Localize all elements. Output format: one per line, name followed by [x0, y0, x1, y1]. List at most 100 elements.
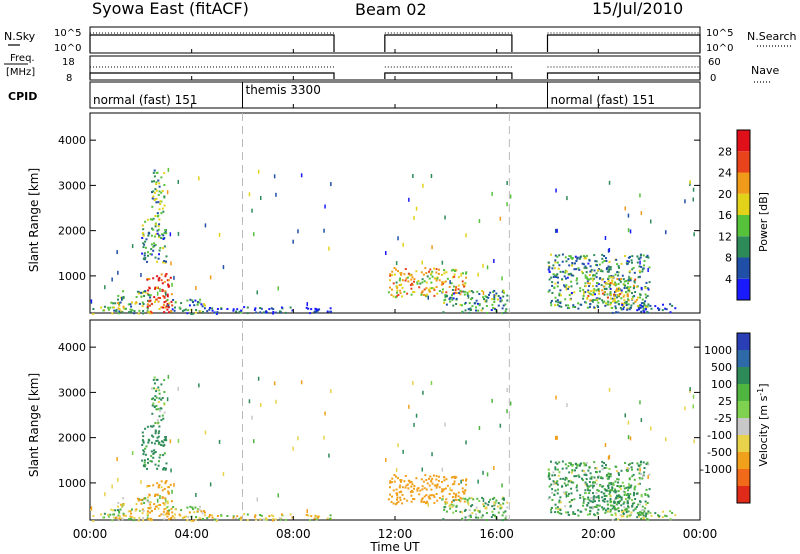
echo-cell [440, 490, 443, 493]
echo-cell [593, 506, 596, 508]
echo-cell [424, 474, 427, 477]
echo-cell [455, 297, 458, 300]
echo-cell [164, 438, 167, 440]
echo-cell [551, 488, 554, 491]
echo-cell [300, 380, 303, 385]
echo-cell [644, 515, 647, 518]
echo-cell [243, 306, 246, 309]
echo-cell [438, 497, 441, 499]
echo-cell [399, 292, 402, 295]
echo-cell [152, 217, 155, 220]
echo-cell [603, 507, 606, 510]
echo-cell [611, 311, 614, 314]
echo-cell [550, 299, 553, 302]
echo-cell [330, 389, 332, 394]
echo-cell [597, 283, 600, 285]
echo-cell [551, 284, 554, 287]
echo-cell [590, 497, 593, 500]
echo-cell [246, 306, 249, 309]
echo-cell [459, 303, 462, 306]
echo-cell [638, 308, 640, 311]
echo-cell [399, 479, 402, 482]
colorbar-tick-label: 4 [725, 273, 732, 286]
echo-cell [625, 262, 628, 264]
echo-cell [589, 509, 592, 512]
echo-cell [588, 466, 591, 469]
echo-cell [180, 302, 183, 305]
echo-cell [592, 277, 594, 282]
echo-cell [628, 275, 630, 280]
echo-cell [260, 196, 262, 200]
echo-cell [161, 397, 164, 399]
echo-cell [593, 269, 596, 272]
echo-cell [196, 510, 199, 513]
echo-cell [410, 287, 413, 290]
echo-cell [627, 298, 629, 301]
echo-cell [613, 504, 616, 507]
echo-cell [309, 312, 311, 315]
echo-cell [478, 304, 481, 307]
echo-cell [137, 292, 140, 295]
echo-cell [500, 299, 503, 302]
echo-cell [305, 513, 308, 516]
echo-cell [624, 206, 626, 211]
echo-cell [410, 500, 413, 503]
echo-cell [662, 303, 664, 306]
echo-cell [399, 283, 402, 286]
echo-cell [491, 298, 494, 301]
echo-cell [436, 292, 439, 295]
echo-cell [550, 253, 552, 256]
echo-cell [155, 197, 158, 200]
echo-cell [605, 464, 607, 467]
echo-cell [590, 475, 593, 478]
echo-cell [624, 301, 627, 304]
echo-cell [461, 280, 464, 283]
echo-cell [122, 296, 125, 298]
echo-cell [583, 291, 585, 295]
echo-cell [131, 301, 133, 304]
echo-cell [478, 293, 481, 295]
echo-cell [169, 276, 172, 279]
echo-cell [158, 430, 161, 433]
echo-cell [617, 496, 620, 499]
echo-cell [111, 277, 113, 282]
echo-cell [451, 496, 454, 498]
echo-cell [130, 310, 133, 313]
echo-cell [155, 233, 158, 235]
echo-cell [238, 517, 241, 520]
echo-cell [558, 264, 561, 267]
echo-cell [639, 296, 642, 299]
echo-cell [403, 290, 406, 293]
echo-cell [625, 300, 628, 303]
echo-cell [422, 183, 424, 188]
echo-cell [392, 489, 395, 492]
echo-cell [289, 306, 292, 309]
echo-cell [594, 514, 597, 517]
echo-cell [622, 306, 625, 308]
echo-cell [399, 499, 402, 502]
echo-cell [493, 496, 496, 499]
echo-cell [160, 480, 163, 483]
echo-cell [547, 475, 550, 478]
echo-cell [190, 520, 193, 522]
echo-cell [161, 282, 164, 285]
echo-cell [565, 493, 568, 498]
echo-cell [419, 489, 422, 492]
echo-cell [592, 492, 594, 495]
echo-cell [558, 292, 561, 295]
echo-cell [137, 312, 140, 315]
echo-cell [582, 470, 585, 473]
echo-cell [131, 451, 134, 456]
echo-cell [596, 471, 598, 474]
echo-cell [416, 489, 419, 492]
echo-cell [572, 274, 575, 277]
echo-cell [155, 298, 158, 301]
echo-cell [631, 297, 634, 300]
colorbar-tick-label: 28 [718, 145, 732, 158]
echo-cell [551, 491, 554, 494]
echo-cell [633, 478, 636, 481]
echo-cell [450, 269, 453, 272]
echo-cell [155, 404, 158, 407]
echo-cell [160, 306, 163, 309]
echo-cell [389, 274, 392, 277]
